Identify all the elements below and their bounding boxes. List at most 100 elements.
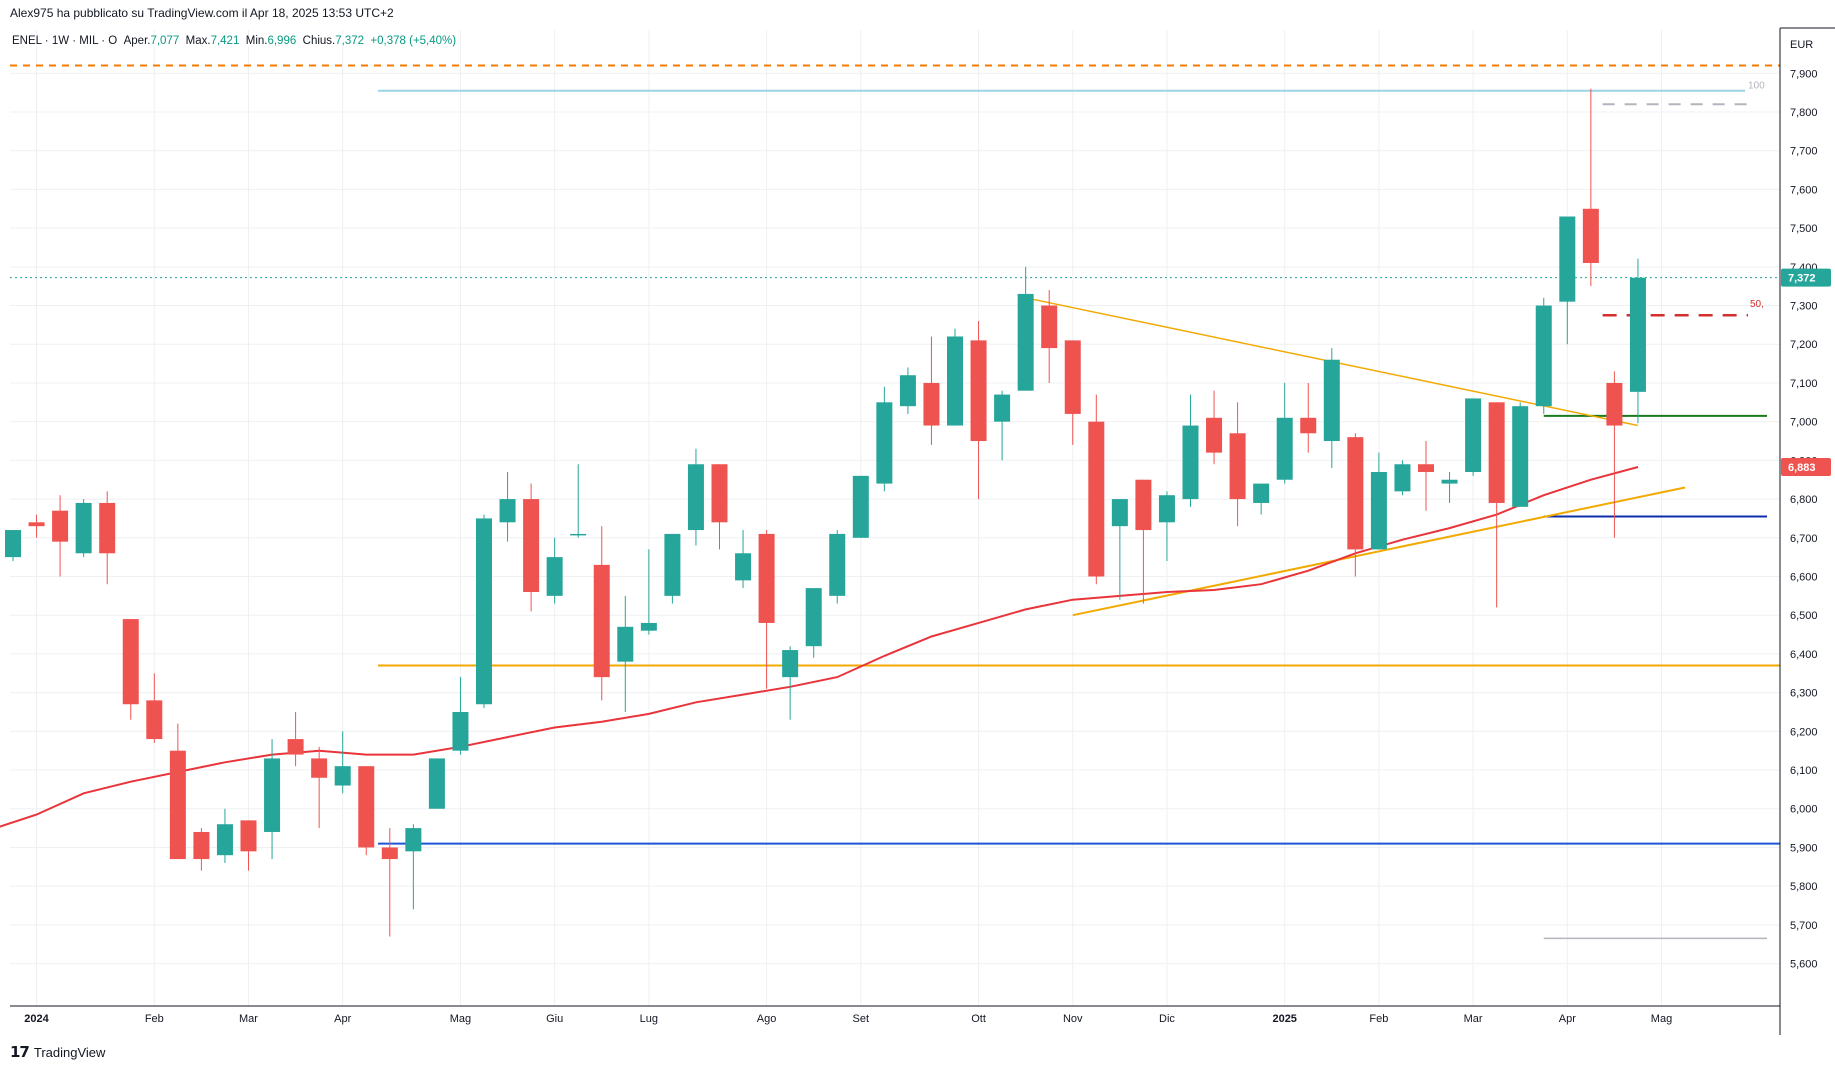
- time-tick-label: Set: [853, 1013, 870, 1025]
- candle: [1206, 390, 1223, 465]
- price-badges: 7,372 6,883: [1781, 268, 1831, 476]
- chart-drawings: 100 50,: [10, 64, 1780, 940]
- price-tick-label: 5,700: [1790, 920, 1818, 932]
- candle-body: [476, 518, 492, 705]
- candle-body: [122, 619, 139, 705]
- candle-body: [334, 766, 351, 786]
- candle-body: [52, 510, 69, 542]
- tradingview-branding[interactable]: 17 TradingView: [10, 1043, 105, 1061]
- time-tick-label: Mag: [450, 1013, 471, 1025]
- candle: [640, 549, 657, 635]
- time-tick-label: Apr: [334, 1013, 351, 1025]
- candle-body: [216, 824, 233, 856]
- time-tick-label: Nov: [1063, 1013, 1083, 1025]
- time-tick-label: Mar: [239, 1013, 258, 1025]
- candle-body: [28, 522, 45, 527]
- candle: [687, 448, 704, 546]
- price-tick-label: 6,500: [1790, 610, 1818, 622]
- price-axis: EUR7,9007,8007,7007,6007,5007,4007,3007,…: [1779, 27, 1835, 1035]
- price-tick-label: 6,200: [1790, 726, 1818, 738]
- candle-body: [876, 402, 893, 484]
- candle: [476, 514, 492, 709]
- candle-body: [805, 588, 822, 647]
- candle: [334, 731, 351, 794]
- candle: [852, 475, 869, 538]
- candle-body: [711, 464, 728, 523]
- candle-body: [1512, 406, 1529, 507]
- publish-header: Alex975 ha pubblicato su TradingView.com…: [10, 6, 394, 20]
- candle: [1535, 297, 1552, 414]
- candle: [570, 464, 587, 538]
- moving-average: [0, 466, 1639, 828]
- candle-body: [1488, 402, 1505, 503]
- candle-body: [169, 750, 186, 860]
- candle-body: [1088, 421, 1105, 577]
- candle: [805, 588, 822, 658]
- candle: [99, 491, 116, 585]
- resistance-label: 100: [1748, 81, 1765, 92]
- candle-body: [1041, 305, 1058, 349]
- candle-body: [428, 758, 445, 809]
- candle: [546, 537, 563, 604]
- candle-body: [1535, 305, 1552, 407]
- moving-average-badge-bg: [1781, 457, 1831, 476]
- candle-body: [829, 533, 846, 596]
- candles: [5, 88, 1646, 937]
- candle-body: [1300, 417, 1317, 434]
- candle: [1135, 479, 1152, 604]
- candle: [146, 673, 163, 743]
- time-tick-label: Giu: [546, 1013, 563, 1025]
- candle-body: [1606, 382, 1623, 426]
- candle: [1158, 491, 1175, 562]
- candle: [593, 526, 610, 701]
- candle-body: [1394, 464, 1411, 492]
- candle-body: [240, 820, 257, 852]
- candle-body: [1229, 433, 1246, 500]
- candle-body: [1582, 208, 1599, 263]
- candle: [899, 367, 916, 414]
- price-tick-label: 7,100: [1790, 378, 1818, 390]
- last-price-badge-bg: [1781, 268, 1831, 287]
- legend-change-value: +0,378 (+5,40%): [370, 35, 457, 47]
- candle: [1488, 402, 1505, 608]
- candle: [829, 530, 846, 604]
- candle-body: [5, 530, 21, 558]
- candle: [782, 646, 799, 720]
- candle: [1017, 266, 1034, 391]
- candle-body: [287, 739, 304, 755]
- candle: [240, 820, 257, 871]
- candle: [193, 828, 210, 871]
- candle: [876, 386, 893, 492]
- candle-body: [75, 502, 92, 554]
- candle: [122, 619, 139, 720]
- candle-body: [617, 626, 634, 662]
- candle-body: [1206, 417, 1223, 453]
- candle: [994, 390, 1011, 461]
- candle-body: [311, 758, 328, 778]
- candle-body: [146, 700, 163, 740]
- legend-close-label: Chius.: [302, 35, 336, 47]
- price-tick-label: 7,700: [1790, 146, 1818, 158]
- price-tick-label: 6,100: [1790, 765, 1818, 777]
- candle: [405, 824, 422, 910]
- candle-body: [640, 622, 657, 631]
- time-tick-label: Feb: [145, 1013, 164, 1025]
- candle-body: [1465, 398, 1482, 472]
- time-axis: 2024 Feb Mar Apr Mag Giu Lug Ago Set Ott Nov Dic 202…: [10, 1005, 1780, 1025]
- candle: [1323, 348, 1340, 469]
- candle: [1064, 340, 1081, 445]
- candle: [617, 595, 634, 712]
- candle-body: [947, 336, 963, 426]
- candle-body: [1347, 437, 1364, 550]
- candle: [711, 464, 728, 550]
- candle: [923, 336, 940, 445]
- legend-open-value: 7,077: [150, 35, 180, 47]
- candle-body: [499, 499, 516, 523]
- candle: [499, 471, 516, 542]
- legend-symbol[interactable]: ENEL · 1W · MIL · O: [12, 35, 118, 47]
- last-price-badge: 7,372: [1788, 273, 1816, 285]
- price-tick-label: 6,800: [1790, 494, 1818, 506]
- time-tick-label: Ott: [971, 1013, 986, 1025]
- moving-average-badge: 6,883: [1788, 462, 1816, 474]
